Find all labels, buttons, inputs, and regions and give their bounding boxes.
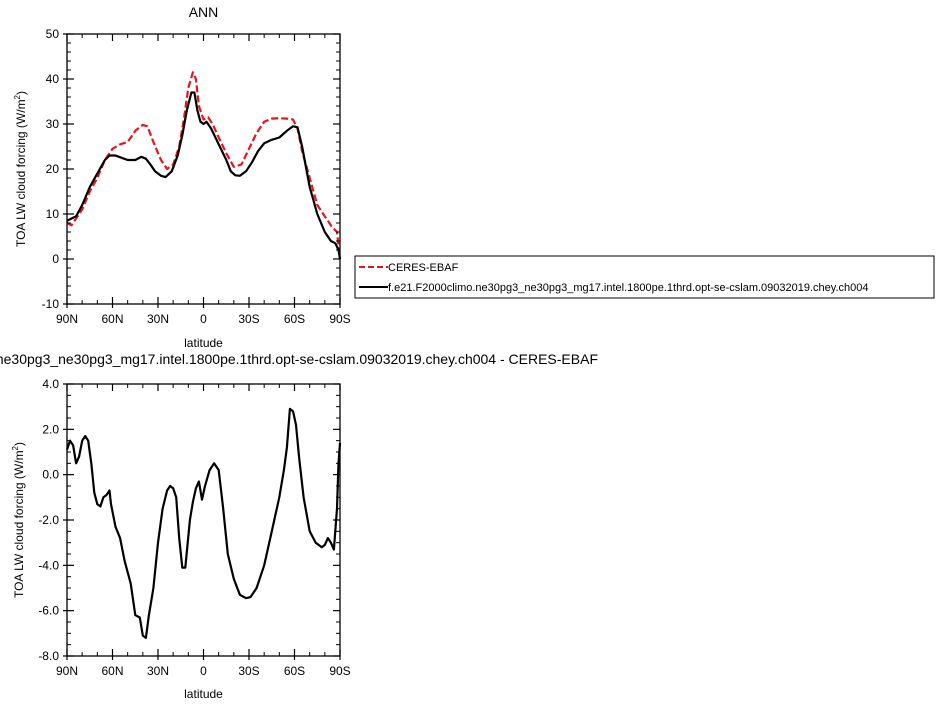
top-x-tick-label: 60S	[284, 312, 305, 326]
bottom-x-tick-label: 60N	[101, 664, 123, 678]
bottom-panel: ne30pg3_ne30pg3_mg17.intel.1800pe.1thrd.…	[0, 351, 598, 701]
bottom-x-axis-label: latitude	[184, 687, 223, 701]
bottom-x-tick-label: 30N	[147, 664, 169, 678]
bottom-y-tick-label: 2.0	[42, 422, 59, 436]
bottom-y-axis-label: TOA LW cloud forcing (W/m2)	[11, 442, 26, 598]
top-y-axis-label: TOA LW cloud forcing (W/m2)	[13, 91, 28, 247]
bottom-x-tick-label: 90S	[329, 664, 350, 678]
top-x-tick-label: 30N	[147, 312, 169, 326]
bottom-y-tick-label: -2.0	[38, 513, 59, 527]
top-chart-title: ANN	[189, 4, 219, 20]
top-x-tick-label: 90S	[329, 312, 350, 326]
top-y-tick-label: 0	[52, 252, 59, 266]
top-plot-frame	[66, 33, 341, 305]
top-x-tick-label: 30S	[238, 312, 259, 326]
legend-label-model: f.e21.F2000climo.ne30pg3_ne30pg3_mg17.in…	[388, 282, 868, 294]
top-y-tick-label: 10	[46, 207, 60, 221]
bottom-plot-frame	[66, 383, 341, 657]
bottom-y-tick-label: 4.0	[42, 377, 59, 391]
bottom-x-tick-label: 0	[200, 664, 207, 678]
bottom-series-line-difference	[65, 407, 342, 639]
top-x-tick-label: 60N	[101, 312, 123, 326]
bottom-y-tick-label: -8.0	[38, 649, 59, 663]
legend-box	[354, 255, 935, 299]
top-panel: ANN 90N 60N 30N 0 30S 60S 90S -10 0 10 20 30 40 50 la…	[13, 4, 351, 350]
bottom-y-tick-label: -6.0	[38, 604, 59, 618]
top-series-line-model	[66, 91, 342, 260]
bottom-x-tick-label: 60S	[284, 664, 305, 678]
bottom-y-tick-label: 0.0	[42, 468, 59, 482]
top-y-tick-label: 30	[46, 117, 60, 131]
bottom-x-tick-label: 30S	[238, 664, 259, 678]
top-x-tick-label: 90N	[56, 312, 78, 326]
top-x-tick-label: 0	[200, 312, 207, 326]
legend-label-ceres: CERES-EBAF	[388, 262, 459, 274]
top-y-tick-label: -10	[42, 297, 60, 311]
bottom-y-tick-label: -4.0	[38, 558, 59, 572]
top-y-tick-label: 50	[46, 27, 60, 41]
legend: CERES-EBAF f.e21.F2000climo.ne30pg3_ne30…	[354, 255, 935, 299]
top-y-tick-label: 40	[46, 72, 60, 86]
bottom-chart-title: ne30pg3_ne30pg3_mg17.intel.1800pe.1thrd.…	[0, 351, 598, 367]
top-y-tick-label: 20	[46, 162, 60, 176]
top-series-line-ceres	[66, 71, 342, 260]
bottom-x-tick-label: 90N	[56, 664, 78, 678]
top-x-axis-label: latitude	[184, 336, 223, 350]
